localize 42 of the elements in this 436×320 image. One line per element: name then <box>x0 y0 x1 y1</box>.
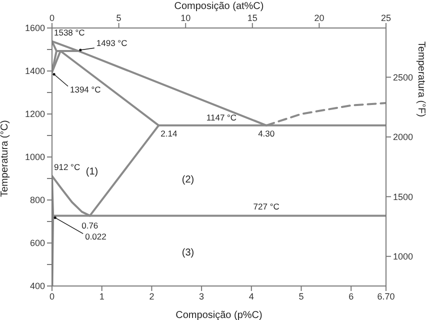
annotation: (2) <box>182 174 194 186</box>
x-axis-title: Composição (p%C) <box>176 310 262 320</box>
y2-tick-label: 2000 <box>393 132 414 142</box>
x-tick-label: 6 <box>348 291 354 302</box>
x-tick-label: 2 <box>149 291 154 302</box>
y-tick-label: 1600 <box>24 23 45 34</box>
y-tick-label: 1000 <box>24 152 45 162</box>
x-tick-label: 4 <box>248 291 254 302</box>
y-tick-label: 600 <box>30 238 45 248</box>
annotation: (1) <box>86 166 98 178</box>
y-tick-label: 400 <box>30 281 45 292</box>
x-tick-label: 5 <box>298 291 304 302</box>
x2-tick-label: 25 <box>380 13 392 23</box>
y-axis-title: Temperatura (°C) <box>0 120 11 197</box>
annotation: 1147 °C <box>206 112 237 122</box>
x2-tick-label: 10 <box>180 13 191 23</box>
x2-axis-title: Composição (at%C) <box>174 1 264 12</box>
x2-tick-label: 15 <box>247 13 258 23</box>
annotation: 2.14 <box>160 128 178 138</box>
x2-tick-label: 5 <box>116 13 122 23</box>
annotation: 1538 °C <box>54 27 85 38</box>
y-tick-label: 1400 <box>24 66 45 76</box>
y2-tick-label: 1500 <box>393 192 414 202</box>
annotation: 0.76 <box>82 220 98 231</box>
annotation: 0.022 <box>85 232 107 242</box>
y2-tick-label: 2500 <box>393 72 414 82</box>
y-tick-label: 1200 <box>24 109 45 120</box>
x-tick-label: 6.70 <box>377 291 395 302</box>
y2-tick-label: 1000 <box>393 252 414 262</box>
x-tick-label: 3 <box>199 291 204 302</box>
x-tick-label: 0 <box>49 291 55 302</box>
x2-tick-label: 0 <box>49 13 55 23</box>
x-tick-label: 1 <box>99 291 104 302</box>
annotation: 1394 °C <box>70 84 101 94</box>
y-tick-label: 800 <box>30 195 45 206</box>
y2-axis-title: Temperatura (°F) <box>415 41 426 117</box>
annotation: 4.30 <box>258 128 275 138</box>
annotation: (3) <box>182 248 194 258</box>
x2-tick-label: 20 <box>314 13 324 23</box>
annotation: 727 °C <box>253 202 280 212</box>
annotation: 912 °C <box>54 162 80 172</box>
annotation: 1493 °C <box>96 38 128 48</box>
